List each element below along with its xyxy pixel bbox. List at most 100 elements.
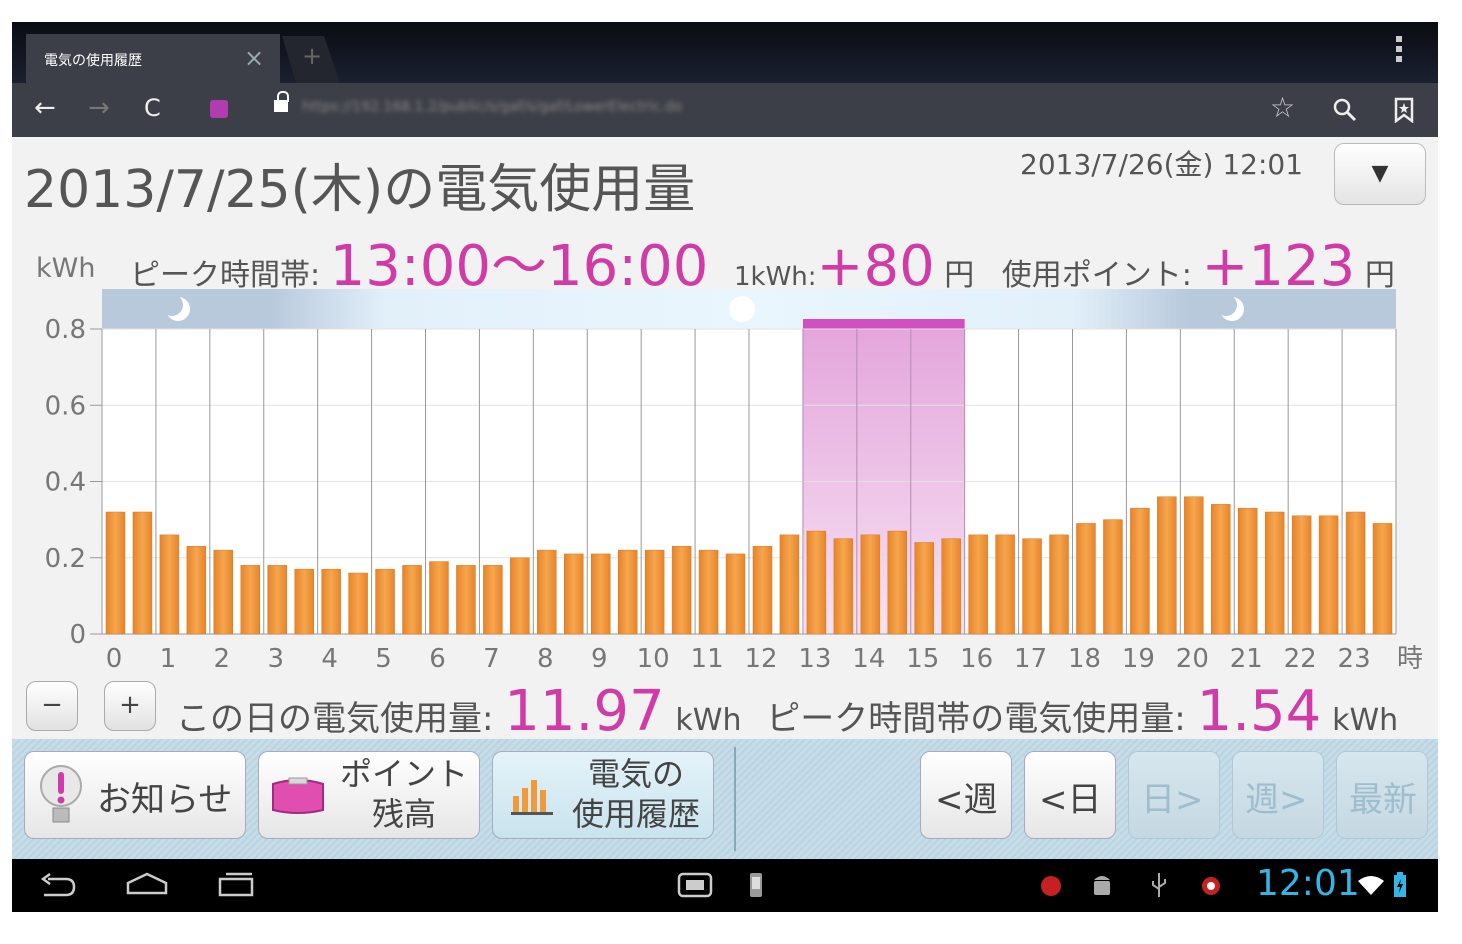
usage-history-button[interactable]: 電気の 使用履歴 xyxy=(492,751,714,839)
bar xyxy=(887,530,908,635)
y-tick-label: 0.6 xyxy=(45,391,86,421)
usage-history-line1: 電気の xyxy=(587,755,684,793)
phone-icon[interactable] xyxy=(748,871,764,899)
notice-button[interactable]: お知らせ xyxy=(24,751,246,839)
next-day-label: 日> xyxy=(1141,780,1204,820)
points-balance-line1: ポイント xyxy=(339,755,468,793)
android-debug-icon[interactable] xyxy=(1090,871,1114,899)
bar xyxy=(995,534,1015,635)
usb-icon[interactable] xyxy=(1148,871,1170,899)
peak-range: 13:00〜16:00 xyxy=(329,234,709,299)
sun-icon xyxy=(729,296,755,322)
prev-day-button[interactable]: <日 xyxy=(1024,751,1116,839)
bottom-toolbar: お知らせ ポイント 残高 xyxy=(12,739,1438,859)
x-tick-label: 20 xyxy=(1176,644,1209,673)
x-tick-label: 12 xyxy=(744,644,777,673)
bar xyxy=(968,534,988,635)
x-tick-label: 21 xyxy=(1230,644,1263,673)
x-tick-label: 9 xyxy=(591,644,608,673)
points-value: +123 xyxy=(1201,234,1356,299)
bar xyxy=(321,568,341,635)
bookmarks-icon[interactable] xyxy=(1394,97,1414,123)
bar xyxy=(348,572,368,635)
bar xyxy=(1076,523,1096,635)
y-tick-label: 0.2 xyxy=(45,544,86,574)
bar xyxy=(671,546,692,635)
screen-icon[interactable] xyxy=(676,871,716,899)
x-tick-label: 3 xyxy=(267,644,284,673)
app-notification-icon[interactable] xyxy=(1038,873,1064,899)
bar xyxy=(941,538,961,635)
bar xyxy=(267,565,287,635)
bar xyxy=(779,534,800,635)
bar xyxy=(1318,515,1339,635)
prev-week-label: <週 xyxy=(935,780,998,820)
bar xyxy=(1049,534,1069,635)
browser-tab-bar: 電気の使用履歴 × + xyxy=(12,22,1438,83)
x-tick-label: 5 xyxy=(375,644,392,673)
bar xyxy=(1291,515,1312,635)
page-title: 2013/7/25(木)の電気使用量 xyxy=(24,160,696,220)
x-tick-label: 2 xyxy=(214,644,231,673)
bar xyxy=(698,549,719,635)
bar xyxy=(1103,519,1123,635)
usage-history-label: 電気の 使用履歴 xyxy=(561,754,711,834)
zoom-in-button[interactable]: + xyxy=(104,681,156,731)
back-icon[interactable] xyxy=(38,873,78,899)
sync-icon[interactable] xyxy=(1198,873,1224,899)
zoom-out-button[interactable]: − xyxy=(26,681,78,731)
x-tick-label: 8 xyxy=(537,644,554,673)
overflow-menu-icon[interactable] xyxy=(1396,36,1404,66)
plus-icon: + xyxy=(302,42,323,70)
star-icon[interactable]: ☆ xyxy=(1270,91,1296,124)
next-day-button[interactable]: 日> xyxy=(1128,751,1220,839)
peak-usage-unit: kWh xyxy=(1332,703,1399,738)
peak-usage-label: ピーク時間帯の電気使用量: xyxy=(766,699,1186,739)
bar xyxy=(725,553,746,635)
latest-button[interactable]: 最新 xyxy=(1336,751,1428,839)
x-tick-label: 7 xyxy=(483,644,500,673)
tab-close-icon[interactable]: × xyxy=(244,44,265,72)
y-tick-label: 0.8 xyxy=(45,315,86,345)
bar xyxy=(159,534,180,635)
recent-apps-icon[interactable] xyxy=(216,871,256,897)
x-tick-label: 19 xyxy=(1122,644,1155,673)
battery-icon xyxy=(1394,872,1406,897)
new-tab-button[interactable]: + xyxy=(282,36,340,83)
bar xyxy=(1184,496,1204,635)
rate-label: 1kWh: xyxy=(733,262,817,292)
usage-summary: この日の電気使用量: 11.97 kWh ピーク時間帯の電気使用量: 1.54 … xyxy=(176,679,1398,744)
menu-dropdown-button[interactable]: ▼ xyxy=(1334,143,1426,205)
bar xyxy=(806,530,827,635)
points-balance-label: ポイント 残高 xyxy=(329,754,479,834)
prev-week-button[interactable]: <週 xyxy=(920,751,1012,839)
bar xyxy=(132,511,153,635)
url-field[interactable]: https://192.168.1.2/public/s/gaf/s/gaf/L… xyxy=(302,99,683,115)
browser-url-bar: ← → C https://192.168.1.2/public/s/gaf/s… xyxy=(12,83,1438,137)
next-week-button[interactable]: 週> xyxy=(1232,751,1324,839)
x-tick-label: 17 xyxy=(1014,644,1047,673)
reload-icon[interactable]: C xyxy=(144,94,161,122)
x-tick-label: 16 xyxy=(960,644,993,673)
x-tick-label: 10 xyxy=(637,644,670,673)
bar xyxy=(1372,523,1393,635)
x-tick-label: 13 xyxy=(798,644,831,673)
search-icon[interactable] xyxy=(1332,97,1358,123)
forward-arrow-icon[interactable]: → xyxy=(88,93,110,123)
next-week-label: 週> xyxy=(1245,780,1308,820)
browser-tab[interactable]: 電気の使用履歴 × xyxy=(26,34,280,83)
bar xyxy=(186,546,207,635)
bar xyxy=(914,542,934,635)
back-arrow-icon[interactable]: ← xyxy=(34,93,56,123)
usage-history-line2: 使用履歴 xyxy=(571,795,700,833)
x-tick-label: 15 xyxy=(906,644,939,673)
x-tick-label: 6 xyxy=(429,644,446,673)
wifi-icon xyxy=(1358,876,1384,895)
points-balance-button[interactable]: ポイント 残高 xyxy=(258,751,480,839)
bar xyxy=(402,565,422,635)
bar-chart-icon xyxy=(511,780,553,815)
home-icon[interactable] xyxy=(124,871,170,897)
rate-value: +80 xyxy=(816,234,935,299)
bar xyxy=(752,546,773,635)
device-screen: 電気の使用履歴 × + ← → C https://192.168.1.2/pu… xyxy=(12,22,1438,912)
